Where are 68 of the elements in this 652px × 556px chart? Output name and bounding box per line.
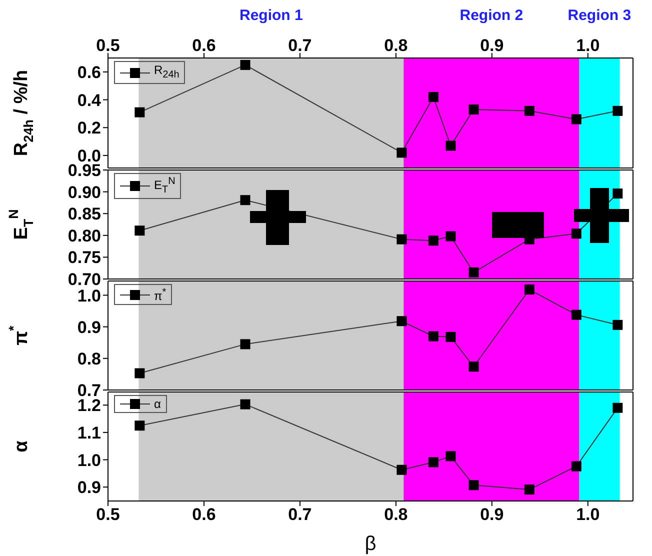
x2-tick-label: 0.8 (384, 36, 408, 55)
point (134, 107, 145, 118)
point (428, 236, 438, 246)
point (524, 284, 534, 295)
y-tick-label: 0.85 (68, 204, 101, 224)
x2-tick-label: 0.6 (192, 36, 216, 55)
point (612, 320, 623, 330)
point (524, 484, 534, 495)
point (612, 188, 623, 199)
point (446, 231, 456, 242)
point (571, 228, 582, 239)
y-tick-label: 0.6 (77, 62, 101, 82)
y-tick-label: 1.1 (77, 423, 101, 442)
point (240, 339, 250, 350)
y-tick-label: 0.9 (77, 318, 101, 337)
x2-tick-label: 0.7 (288, 36, 312, 55)
y-tick-label: 0.95 (68, 161, 101, 180)
y-tick-label: 0.8 (77, 349, 101, 368)
point (428, 457, 438, 468)
point (524, 106, 534, 116)
y-tick-label: 1.0 (77, 450, 101, 470)
x2-tick-label: 0.5 (96, 36, 120, 55)
point (134, 420, 145, 431)
y-tick-label: 0.80 (68, 226, 101, 246)
point (571, 114, 582, 124)
point (396, 148, 407, 158)
point (571, 310, 582, 320)
point (446, 332, 456, 342)
y-tick-label: 0.75 (68, 248, 101, 268)
point (240, 195, 250, 206)
point (134, 368, 145, 378)
band-label: Region 3 (568, 7, 632, 24)
point (240, 399, 250, 410)
point (134, 226, 145, 236)
point (446, 451, 456, 462)
legend-label: π$^{*}$ (154, 286, 166, 304)
x2-tick-label: 0.9 (480, 36, 504, 55)
point (396, 464, 407, 475)
x-tick-label: 0.7 (288, 505, 312, 524)
point (468, 104, 479, 115)
x2-tick-label: 1.0 (576, 36, 600, 55)
x-tick-label: 0.8 (384, 505, 408, 524)
legend-label: R$_{24h}$ (154, 62, 180, 82)
legend-label: α (154, 396, 161, 412)
x-tick-label: 0.6 (192, 505, 216, 524)
point (468, 362, 479, 372)
point (468, 267, 479, 278)
point (240, 60, 250, 70)
y-tick-label: 0.9 (77, 478, 101, 498)
point (612, 402, 623, 413)
y-tick-label: 0.2 (77, 118, 101, 138)
point (571, 461, 582, 472)
point (396, 316, 407, 326)
y-axis-title: α (11, 440, 32, 452)
x-tick-label: 1.0 (576, 505, 600, 524)
x-axis-title: β (364, 533, 376, 555)
y-tick-label: 0.4 (77, 90, 102, 110)
point (396, 234, 407, 244)
y-tick-label: 0.90 (68, 182, 101, 202)
x-tick-label: 0.5 (96, 505, 120, 524)
band-label: Region 1 (239, 7, 303, 24)
point (428, 92, 438, 102)
band-label: Region 2 (460, 7, 524, 24)
point (446, 140, 456, 151)
point (468, 480, 479, 490)
x-tick-label: 0.9 (480, 505, 504, 524)
point (612, 106, 623, 116)
point (428, 331, 438, 342)
